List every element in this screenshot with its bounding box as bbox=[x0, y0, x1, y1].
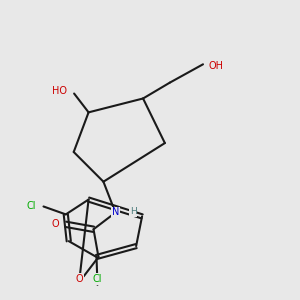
Text: O: O bbox=[52, 219, 59, 229]
Text: N: N bbox=[112, 207, 119, 218]
Text: Cl: Cl bbox=[27, 202, 36, 212]
Text: OH: OH bbox=[208, 61, 223, 71]
Text: HO: HO bbox=[52, 85, 67, 96]
Text: O: O bbox=[75, 274, 83, 284]
Text: H: H bbox=[130, 207, 136, 216]
Text: Cl: Cl bbox=[93, 274, 102, 284]
